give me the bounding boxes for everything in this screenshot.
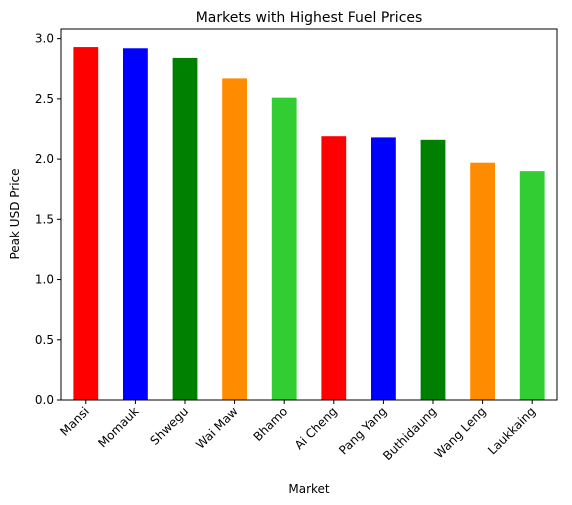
bar-3: [222, 78, 247, 401]
y-tick-label: 2.0: [35, 152, 54, 166]
y-tick-label: 1.5: [35, 212, 54, 226]
x-tick-label: Bhamo: [251, 404, 291, 444]
bar-7: [420, 139, 446, 400]
x-tick-label: Ai Cheng: [292, 404, 340, 452]
x-tick-label: Laukkaing: [485, 404, 538, 457]
bar-4: [271, 97, 297, 400]
x-tick-label: Mansi: [57, 404, 92, 439]
x-tick-label: Wai Maw: [193, 404, 241, 452]
x-tick-label: Wang Leng: [432, 404, 489, 461]
y-tick-label: 0.0: [35, 393, 54, 407]
plot-frame: [60, 28, 558, 401]
x-axis-label: Market: [288, 482, 330, 496]
x-tick-label: Momauk: [95, 404, 141, 450]
bar-9: [519, 171, 545, 400]
x-tick-label: Pang Yang: [336, 404, 389, 457]
x-tick-label: Buthidaung: [380, 404, 439, 463]
chart-title: Markets with Highest Fuel Prices: [196, 10, 423, 26]
bar-1: [123, 48, 148, 400]
bar-5: [321, 136, 347, 401]
x-tick-label: Shwegu: [148, 404, 192, 448]
y-tick-label: 0.5: [35, 333, 54, 347]
bar-8: [470, 162, 495, 400]
x-axis-ticks: Mansi Momauk Shwegu Wai Maw Bhamo Ai ChengPan…: [57, 400, 538, 463]
bar-0: [73, 47, 99, 401]
bar-6: [371, 137, 396, 400]
y-tick-label: 1.0: [35, 273, 54, 287]
y-tick-label: 2.5: [35, 92, 54, 106]
y-tick-label: 3.0: [35, 32, 54, 46]
bars-group: [73, 47, 545, 401]
bar-2: [172, 57, 198, 401]
y-axis-ticks: 0.0 0.5 1.0 1.5 2.0 2.5 3.0: [35, 32, 61, 407]
y-axis-label: Peak USD Price: [8, 168, 22, 259]
